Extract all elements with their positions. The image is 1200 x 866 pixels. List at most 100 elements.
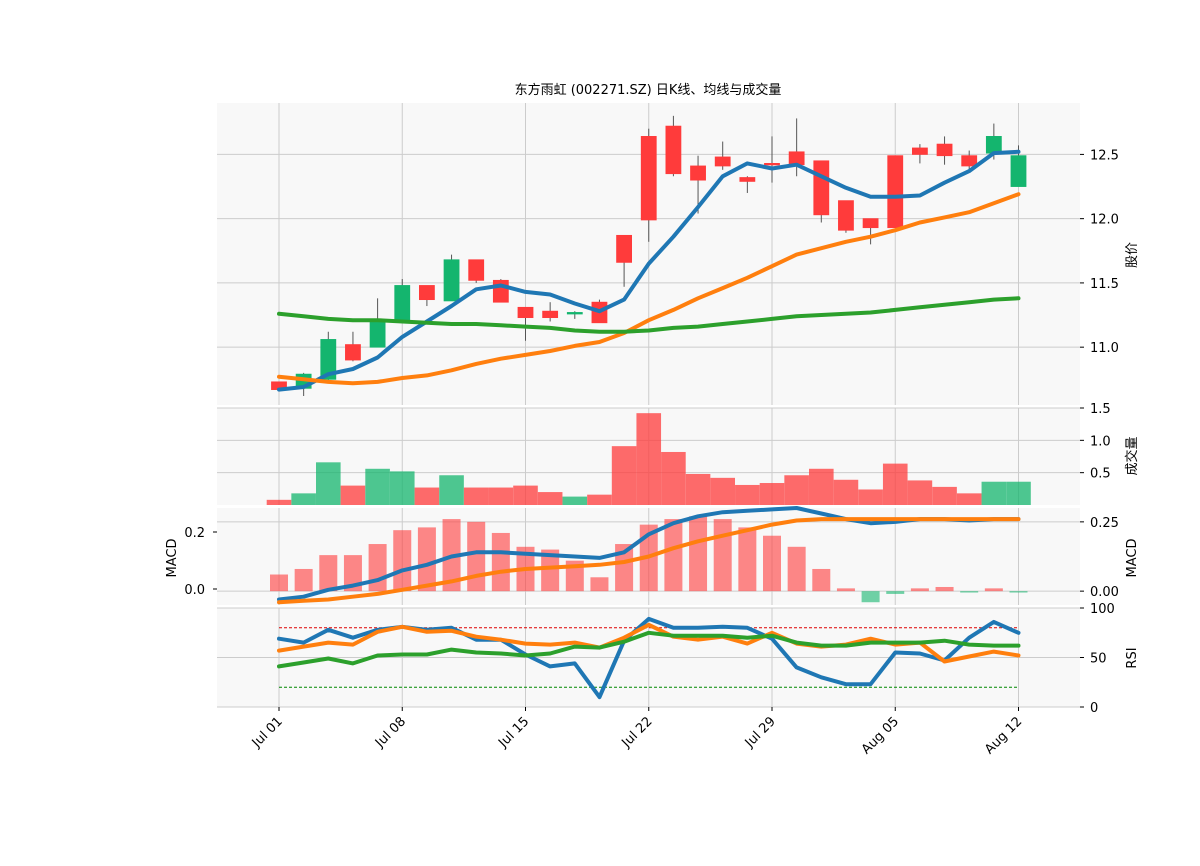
volume-bar (414, 487, 440, 505)
volume-axis-tick-label: 0.5 (1090, 467, 1111, 482)
candle-body (394, 285, 411, 322)
price-axis-tick-label: 12.0 (1090, 213, 1119, 228)
macd-histogram-bar (984, 588, 1003, 592)
candle-body (369, 321, 386, 348)
macd-axis-tick-label: 0.25 (1090, 516, 1119, 531)
candle-body (542, 310, 559, 319)
candle-body (468, 259, 485, 281)
candle-body (714, 156, 731, 167)
price-axis-tick-label: 11.0 (1090, 341, 1119, 356)
volume-bar (981, 481, 1007, 505)
candle-body (418, 285, 435, 301)
candle-body (862, 218, 879, 229)
volume-bar (784, 475, 809, 505)
moving-average-line (277, 149, 1021, 392)
candle-body (320, 339, 337, 380)
macd-histogram-bar (541, 549, 560, 592)
macd-left-tick-label: 0.2 (184, 526, 205, 541)
candle-body (739, 177, 756, 182)
volume-bar (611, 446, 637, 505)
candle-body (838, 200, 854, 231)
moving-average-line (277, 296, 1021, 334)
x-axis-tick-label: Jul 29 (742, 714, 779, 751)
macd-histogram-bar (467, 521, 486, 592)
volume-bar (710, 477, 735, 505)
macd-histogram-bar (319, 555, 338, 592)
volume-bar (882, 463, 908, 505)
volume-bar (932, 486, 957, 505)
macd-histogram-bar (417, 527, 436, 592)
macd-histogram-bar (738, 527, 757, 592)
volume-bar (661, 451, 686, 505)
price-axis-label: 股价 (1125, 242, 1140, 268)
candle-body (566, 312, 583, 315)
rsi-line (277, 630, 1021, 669)
macd-histogram-bar (368, 544, 387, 592)
candle-body (912, 147, 928, 155)
volume-bar (439, 475, 464, 505)
candle-body (665, 125, 682, 175)
volume-bar (833, 479, 859, 505)
macd-histogram-bar (491, 532, 510, 592)
volume-bar (759, 483, 785, 505)
macd-histogram-bar (861, 591, 880, 603)
x-axis-tick-label: Jul 15 (495, 714, 532, 751)
volume-bar (537, 492, 563, 505)
volume-axis-tick-label: 1.0 (1090, 434, 1111, 449)
candle-body (813, 160, 830, 216)
candle-body (985, 136, 1002, 154)
macd-histogram-bar (910, 588, 929, 592)
macd-histogram-bar (270, 574, 288, 592)
macd-histogram-bar (836, 588, 855, 592)
price-axis-tick-label: 11.5 (1090, 277, 1119, 292)
volume-bar (587, 494, 612, 505)
volume-bar (956, 493, 982, 505)
rsi-axis-tick-label: 100 (1090, 602, 1115, 617)
macd-histogram-bar (590, 577, 609, 592)
macd-left-axis-label: MACD (165, 539, 180, 578)
rsi-axis-tick-label: 50 (1090, 652, 1107, 667)
volume-bar (809, 468, 834, 505)
macd-axis-label: MACD (1125, 539, 1140, 578)
macd-histogram-bar (812, 568, 831, 592)
candle-body (1010, 155, 1027, 187)
rsi-axis-tick-label: 0 (1090, 701, 1098, 716)
candle-body (936, 143, 953, 157)
x-axis-tick-label: Aug 12 (982, 714, 1025, 757)
x-axis-tick-label: Aug 05 (859, 714, 902, 757)
volume-bar (291, 493, 316, 505)
macd-dea-line (277, 517, 1021, 605)
macd-histogram-bar (787, 546, 806, 592)
moving-average-line (277, 192, 1021, 386)
price-axis-tick-label: 12.5 (1090, 148, 1119, 163)
volume-bar (340, 485, 366, 505)
chart-title: 东方雨虹 (002271.SZ) 日K线、均线与成交量 (515, 82, 782, 98)
volume-bar (463, 487, 489, 505)
macd-axis-tick-label: 0.00 (1090, 585, 1119, 600)
volume-bar (266, 499, 292, 505)
volume-axis-label: 成交量 (1124, 436, 1140, 475)
macd-histogram-bar (713, 519, 732, 592)
volume-axis-tick-label: 1.5 (1090, 402, 1111, 417)
candle-body (345, 344, 361, 361)
volume-bar (636, 413, 662, 505)
candle-body (640, 136, 657, 221)
macd-histogram-bar (935, 586, 954, 592)
volume-bar (389, 471, 415, 505)
macd-histogram-bar (615, 544, 634, 592)
volume-bar (907, 480, 933, 505)
macd-histogram-bar (763, 535, 781, 592)
volume-bar (685, 473, 711, 505)
rsi-axis-label: RSI (1125, 647, 1140, 668)
macd-histogram-bar (393, 530, 412, 592)
volume-bar (316, 462, 341, 505)
x-axis-tick-label: Jul 08 (372, 714, 409, 751)
x-axis-tick-label: Jul 01 (249, 714, 286, 751)
candle-body (887, 155, 904, 229)
volume-bar (488, 487, 514, 505)
macd-histogram-bar (343, 555, 362, 592)
candle-body (690, 165, 706, 181)
macd-histogram-bar (689, 516, 708, 592)
volume-bar (735, 484, 760, 505)
